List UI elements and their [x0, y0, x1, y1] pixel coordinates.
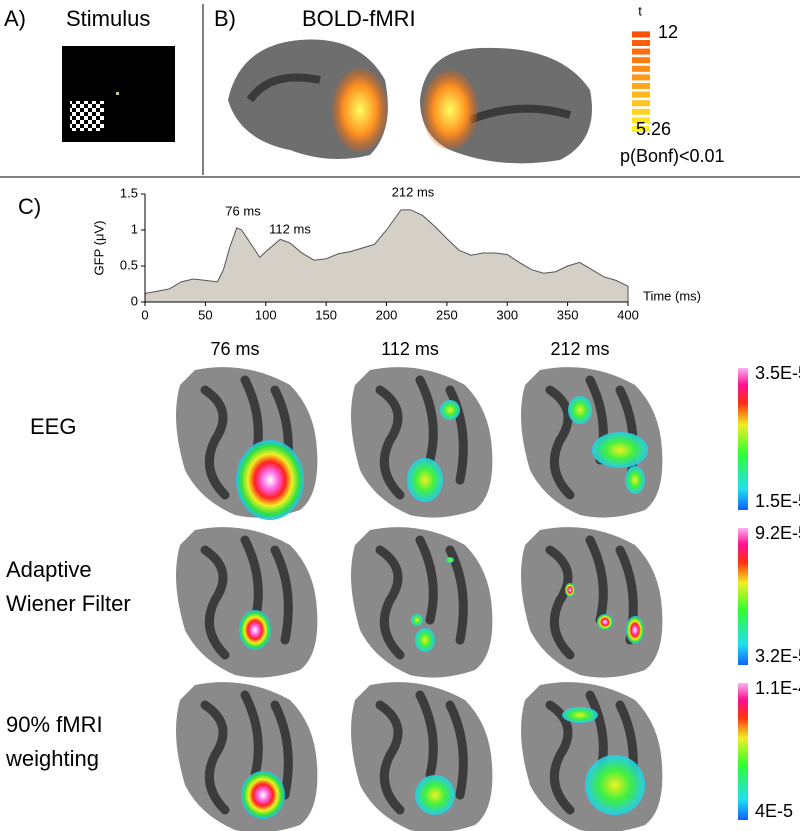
- panel-label: A): [4, 6, 26, 31]
- y-tick-label: 1.5: [120, 185, 138, 200]
- annotation: 212 ms: [392, 184, 435, 199]
- x-tick-label: 200: [376, 307, 398, 322]
- colorbar-title: t: [638, 3, 642, 18]
- colorbar-step: [632, 108, 650, 115]
- gfp-area: [144, 209, 629, 303]
- colorbar-step: [632, 31, 650, 38]
- y-tick-label: 0: [131, 293, 138, 308]
- activation: [597, 614, 613, 630]
- brain-map: [351, 527, 493, 678]
- colorbar-min: 5.26: [636, 119, 671, 139]
- checkerboard: [70, 101, 104, 131]
- row-label: Adaptive: [6, 557, 92, 582]
- colorbar: [738, 368, 748, 510]
- sulci: [200, 690, 293, 815]
- annotation: 112 ms: [269, 221, 311, 236]
- colorbar: [738, 528, 748, 665]
- source-maps: 76 ms 112 ms 212 ms EEG 3.5E-5 1.5E-5 Adaptive…: [5, 339, 800, 831]
- brain-map: [176, 527, 318, 678]
- x-tick-label: 300: [496, 307, 518, 322]
- colorbar-step: [632, 126, 650, 132]
- colorbar-step: [632, 83, 650, 89]
- colorbar-step: [632, 65, 650, 72]
- colorbar-step: [632, 57, 650, 64]
- brain-map: [521, 527, 663, 678]
- column-header: 112 ms: [381, 339, 439, 359]
- x-tick-label: 0: [141, 307, 148, 322]
- activation: [241, 771, 285, 819]
- colorbar-step: [632, 100, 650, 107]
- activation: [407, 458, 443, 502]
- activation: [562, 707, 598, 723]
- brain-lateral: [228, 39, 388, 159]
- x-tick-label: 350: [557, 307, 579, 322]
- colorbar-step: [632, 48, 650, 55]
- activation: [446, 557, 454, 563]
- activation: [440, 400, 460, 420]
- column-header: 76 ms: [210, 339, 259, 359]
- brain-map: [176, 682, 318, 831]
- x-tick-label: 50: [198, 307, 212, 322]
- activation: [411, 614, 423, 626]
- y-axis-label: GFP (μV): [91, 221, 106, 276]
- column-header: 212 ms: [550, 339, 609, 359]
- colorbar-min: 3.2E-5: [755, 646, 800, 666]
- panel-title: Stimulus: [66, 6, 150, 31]
- colorbar-step: [632, 40, 650, 46]
- activation: [626, 616, 644, 644]
- colorbar-max: 12: [658, 22, 678, 42]
- row-label: weighting: [5, 746, 99, 771]
- row-label: EEG: [30, 414, 76, 439]
- panel-title: BOLD-fMRI: [302, 6, 416, 31]
- x-tick-label: 150: [315, 307, 337, 322]
- gfp-chart: 0 50 100 150 200 250 300 350 400 0 0.5 1 1.5 76 ms 112…: [120, 184, 639, 322]
- activation: [585, 755, 645, 815]
- row-label: 90% fMRI: [6, 712, 103, 737]
- colorbar-min: 1.5E-5: [755, 491, 800, 511]
- brain-map: [176, 367, 318, 520]
- colorbar-max: 3.5E-5: [755, 363, 800, 383]
- activation: [625, 466, 645, 494]
- activation: [565, 583, 575, 597]
- colorbar-step: [632, 91, 650, 98]
- x-axis-label: Time (ms): [643, 288, 701, 303]
- y-tick-label: 1: [131, 221, 138, 236]
- sulci: [375, 535, 468, 660]
- fixation: [116, 92, 119, 95]
- brain-map: [521, 367, 663, 518]
- sulci: [375, 690, 468, 815]
- activation: [236, 440, 304, 520]
- activation: [239, 610, 271, 650]
- panel-label: C): [18, 194, 41, 219]
- row-label: Wiener Filter: [6, 591, 131, 616]
- activation: [415, 775, 455, 815]
- sulci: [375, 375, 468, 500]
- colorbar: [738, 683, 748, 820]
- annotation: 76 ms: [225, 203, 261, 218]
- activation: [592, 432, 648, 468]
- colorbar-min: 4E-5: [755, 801, 793, 821]
- brain-map: [521, 682, 663, 831]
- brain-map: [351, 682, 493, 831]
- y-tick-label: 0.5: [120, 257, 138, 272]
- brain-medial: [420, 47, 592, 164]
- x-tick-label: 100: [255, 307, 277, 322]
- activation: [568, 396, 592, 424]
- panel-label: B): [214, 6, 236, 31]
- threshold: p(Bonf)<0.01: [620, 146, 725, 166]
- brain-map: [351, 367, 493, 518]
- x-tick-label: 400: [617, 307, 639, 322]
- x-tick-label: 250: [436, 307, 458, 322]
- colorbar-step: [632, 74, 650, 81]
- colorbar: [632, 31, 650, 132]
- colorbar-max: 9.2E-5: [755, 523, 800, 543]
- colorbar-step: [632, 117, 650, 124]
- colorbar-max: 1.1E-4: [755, 678, 800, 698]
- activation: [415, 628, 435, 652]
